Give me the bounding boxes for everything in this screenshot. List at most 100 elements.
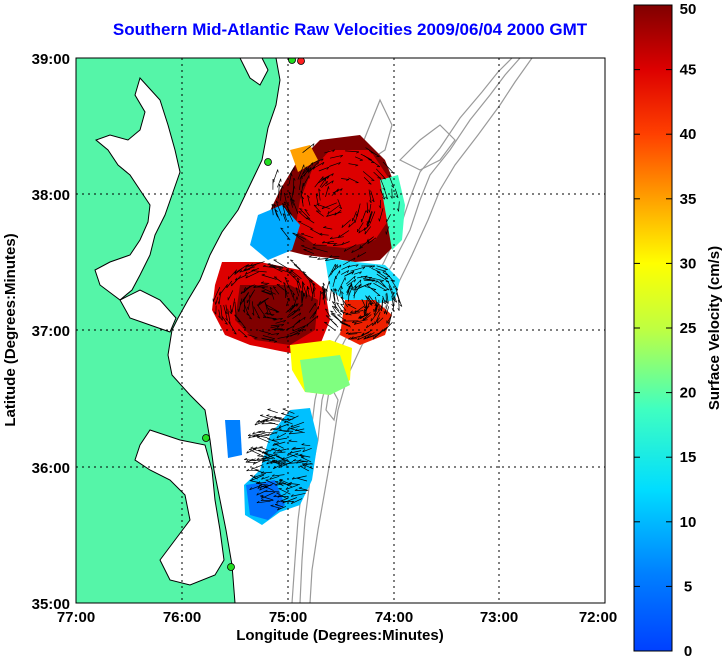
- velocity-vector: [262, 447, 278, 454]
- velocity-vector-head: [296, 280, 300, 284]
- velocity-vector: [354, 321, 363, 325]
- velocity-vector: [273, 416, 282, 419]
- velocity-vector: [271, 474, 285, 477]
- velocity-vector-head: [297, 477, 301, 479]
- velocity-vector: [273, 451, 286, 454]
- velocity-vector: [297, 164, 305, 180]
- x-tick-label: 76:00: [163, 609, 201, 626]
- colorbar-tick-label: 5: [684, 578, 692, 595]
- velocity-vector: [245, 267, 260, 275]
- velocity-vector-head: [303, 273, 307, 276]
- velocity-vector: [291, 185, 295, 200]
- velocity-vector: [326, 211, 342, 217]
- velocity-vector: [341, 178, 350, 180]
- y-ticks: 39:00 38:00 37:00 36:00 35:00: [32, 51, 70, 613]
- velocity-vector-head: [330, 310, 334, 313]
- velocity-vector: [227, 308, 231, 324]
- velocity-vector-head: [348, 337, 352, 340]
- velocity-vector: [382, 161, 394, 174]
- velocity-vector-head: [278, 425, 282, 428]
- velocity-vector-head: [244, 271, 248, 275]
- velocity-vector-head: [312, 143, 315, 147]
- velocity-vector: [276, 497, 289, 503]
- velocity-vector-head: [273, 494, 277, 497]
- velocity-vector: [234, 301, 237, 318]
- bay-mouth: [119, 289, 177, 333]
- velocity-vector-head: [325, 308, 329, 311]
- velocity-vector-head: [280, 227, 284, 230]
- velocity-vector: [273, 259, 288, 269]
- velocity-vector-head: [288, 439, 292, 442]
- velocity-vector: [252, 430, 263, 435]
- velocity-vector-head: [293, 185, 296, 189]
- velocity-vector: [271, 203, 274, 216]
- velocity-vector: [238, 298, 243, 312]
- velocity-vector-head: [249, 487, 252, 490]
- velocity-vector-head: [282, 457, 285, 460]
- velocity-vector-head: [267, 262, 271, 265]
- velocity-vector-head: [278, 267, 282, 270]
- velocity-vector: [265, 419, 280, 422]
- velocity-vector: [310, 228, 323, 236]
- velocity-vector: [282, 205, 287, 221]
- velocity-vector-head: [341, 285, 343, 290]
- velocity-vector: [334, 288, 339, 302]
- velocity-vector: [247, 334, 258, 339]
- velocity-vector: [280, 227, 291, 241]
- velocity-vector-head: [321, 158, 324, 162]
- velocity-vector: [218, 291, 222, 305]
- velocity-vector-head: [254, 468, 258, 471]
- velocity-vector-head: [378, 218, 380, 222]
- velocity-vector: [270, 325, 280, 329]
- velocity-vector: [379, 208, 384, 222]
- velocity-vector: [301, 245, 313, 251]
- velocity-vector-head: [225, 318, 228, 321]
- colorbar-tick-label: 25: [680, 320, 697, 337]
- velocity-vector: [373, 282, 387, 291]
- velocity-vector: [348, 333, 358, 335]
- velocity-vector: [360, 276, 373, 278]
- velocity-vector-head: [284, 277, 288, 280]
- velocity-vector-head: [377, 294, 381, 297]
- velocity-vector: [242, 292, 249, 302]
- velocity-vector-head: [293, 310, 296, 314]
- velocity-vector: [248, 449, 264, 457]
- velocity-vector: [341, 270, 349, 275]
- velocity-vector: [368, 150, 380, 157]
- velocity-vector-head: [271, 448, 275, 450]
- velocity-vector-head: [353, 257, 356, 261]
- velocity-vector: [357, 333, 372, 341]
- velocity-vector-head: [227, 276, 230, 280]
- velocity-vector-head: [339, 264, 342, 268]
- velocity-vector-head: [278, 184, 281, 188]
- velocity-vector: [385, 272, 394, 282]
- velocity-vector-head: [265, 418, 269, 421]
- velocity-vector: [398, 297, 400, 311]
- velocity-vector-head: [358, 230, 361, 234]
- velocity-vector: [257, 482, 267, 484]
- velocity-vector-head: [302, 182, 305, 187]
- velocity-vector: [324, 180, 334, 187]
- colorbar-tick-label: 15: [680, 449, 697, 466]
- velocity-vector-head: [346, 179, 350, 181]
- velocity-vector: [366, 322, 374, 329]
- velocity-vector-head: [366, 220, 369, 224]
- velocity-vector: [329, 255, 340, 258]
- velocity-vector: [278, 482, 291, 486]
- velocity-vector-head: [382, 270, 386, 273]
- velocity-vector: [323, 227, 333, 230]
- velocity-vector: [240, 291, 249, 306]
- velocity-vector: [293, 264, 305, 275]
- chesapeake-bay: [94, 77, 181, 301]
- velocity-vector: [329, 162, 341, 167]
- velocity-vector: [315, 210, 324, 217]
- velocity-vector: [352, 211, 357, 222]
- velocity-vector-head: [371, 279, 375, 282]
- velocity-vector-head: [228, 321, 231, 325]
- velocity-vector: [287, 453, 298, 458]
- velocity-vector-head: [335, 275, 337, 279]
- velocity-vector-head: [279, 318, 283, 321]
- velocity-vector-head: [371, 179, 375, 181]
- velocity-vector-head: [391, 307, 394, 311]
- velocity-vector: [369, 203, 372, 213]
